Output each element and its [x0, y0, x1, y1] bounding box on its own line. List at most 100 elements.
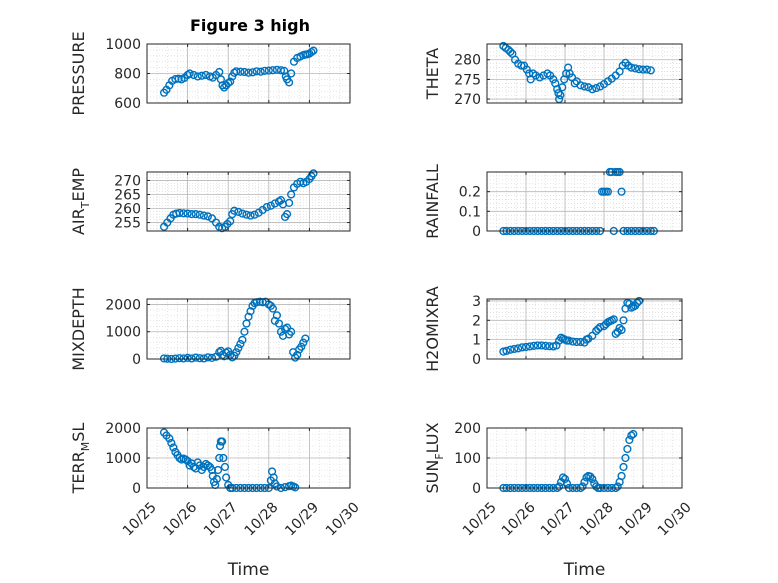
data-point — [631, 64, 640, 73]
data-point — [207, 353, 217, 363]
data-point — [588, 331, 597, 340]
data-point — [617, 187, 626, 196]
data-point — [191, 210, 200, 219]
data-point — [252, 67, 261, 76]
data-point — [219, 453, 228, 463]
data-point — [580, 82, 589, 91]
data-point — [619, 462, 628, 472]
y-axis-label: RAINFALL — [423, 164, 442, 239]
y-tick-label: 3 — [472, 294, 481, 310]
data-point — [533, 341, 542, 350]
y-tick-label: 200 — [454, 421, 481, 437]
data-point — [506, 345, 515, 354]
data-point — [240, 67, 249, 77]
y-tick-label: 2000 — [105, 297, 141, 313]
data-point — [584, 83, 593, 92]
data-point — [517, 343, 527, 352]
data-point — [531, 71, 540, 80]
x-tick-label: 10/27 — [201, 499, 241, 539]
data-point — [558, 83, 567, 92]
data-point — [285, 78, 294, 87]
data-point — [297, 342, 306, 351]
data-point — [199, 354, 208, 363]
data-point — [234, 343, 243, 353]
data-point — [169, 443, 178, 452]
data-point — [627, 431, 636, 440]
y-tick-label: 0 — [472, 481, 481, 497]
data-point — [564, 336, 574, 345]
data-point — [615, 323, 624, 333]
axes-box — [486, 43, 683, 104]
data-point — [195, 354, 204, 363]
y-axis-label: SUNFLUX — [423, 422, 446, 493]
data-point — [179, 209, 188, 218]
data-point — [634, 296, 644, 306]
data-point — [307, 48, 316, 57]
data-point — [535, 73, 544, 82]
data-point — [627, 63, 636, 72]
data-point — [215, 67, 224, 77]
data-point — [264, 66, 273, 75]
data-point — [588, 85, 597, 94]
data-point — [238, 335, 247, 345]
x-tick-label: 10/29 — [282, 499, 322, 539]
y-tick-label: 280 — [454, 53, 481, 69]
y-tick-label: 255 — [114, 216, 141, 232]
data-point — [280, 66, 289, 75]
data-point — [236, 67, 245, 76]
y-tick-label: 1 — [472, 333, 481, 349]
data-point — [586, 472, 595, 481]
axes-box — [146, 298, 351, 360]
data-point — [274, 319, 284, 328]
data-point — [272, 482, 282, 491]
data-point — [609, 315, 618, 324]
subplot-5: 0 1000 2000 MIXDEPTH — [69, 287, 351, 371]
y-tick-label: 1000 — [105, 37, 141, 53]
data-point — [541, 341, 550, 350]
x-tick-label: 10/28 — [577, 499, 617, 539]
data-point — [623, 444, 632, 454]
subplot-1: 600 800 1000 PRESSURE — [69, 31, 351, 116]
data-point — [634, 65, 644, 74]
data-point — [203, 212, 213, 221]
data-point — [529, 341, 538, 350]
y-tick-label: 260 — [114, 202, 141, 218]
data-point — [248, 68, 257, 77]
data-point — [246, 211, 255, 220]
data-point — [309, 46, 318, 55]
data-point — [250, 210, 259, 219]
data-point — [171, 75, 180, 84]
data-point — [268, 304, 277, 313]
data-point — [555, 94, 564, 104]
subplot-2: 270 275 280 THETA — [423, 41, 683, 108]
data-point — [175, 354, 184, 363]
data-point — [617, 471, 626, 481]
data-point — [287, 327, 296, 336]
data-point — [276, 66, 286, 75]
data-point — [175, 208, 184, 218]
data-point — [619, 316, 628, 325]
y-tick-label: 0.2 — [459, 185, 481, 201]
data-point — [502, 346, 511, 355]
y-tick-label: 600 — [114, 96, 141, 112]
x-tick-label: 10/25 — [460, 499, 500, 539]
data-point — [592, 482, 601, 491]
data-point — [242, 210, 251, 219]
data-point — [562, 479, 572, 488]
y-tick-label: 0 — [472, 352, 481, 368]
y-tick-label: 800 — [114, 67, 141, 83]
y-tick-label: 270 — [454, 92, 481, 108]
data-point — [613, 482, 622, 491]
data-point — [525, 342, 535, 351]
data-point — [270, 199, 279, 208]
data-point — [197, 71, 206, 80]
data-point — [642, 65, 652, 74]
y-tick-label: 1000 — [105, 451, 141, 467]
data-point — [276, 195, 286, 205]
y-axis-label: H2OMIXRA — [423, 286, 442, 372]
plot-area — [147, 172, 350, 231]
data-point — [215, 453, 224, 463]
data-point — [183, 209, 192, 218]
